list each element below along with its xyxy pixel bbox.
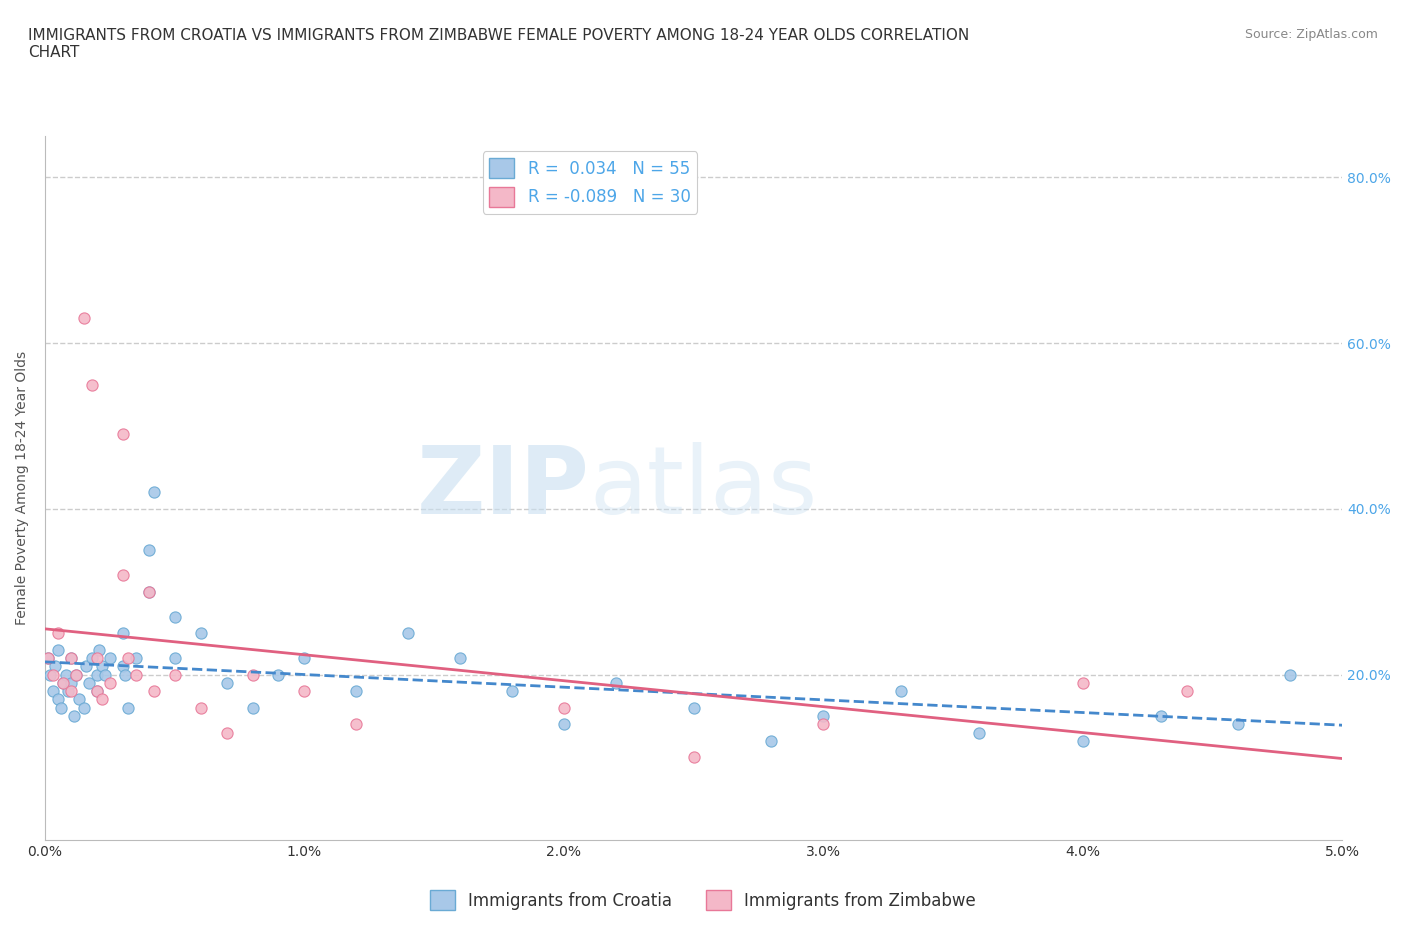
Point: [59, 651, 82, 666]
Point: [553, 700, 575, 715]
Text: atlas: atlas: [591, 442, 818, 534]
Point: [46, 626, 69, 641]
Point: [42, 667, 65, 682]
Point: [86, 667, 108, 682]
Point: [80, 651, 103, 666]
Point: [67, 692, 90, 707]
Point: [59, 684, 82, 698]
Point: [98, 675, 121, 690]
Point: [91, 692, 114, 707]
Point: [242, 700, 264, 715]
Point: [163, 651, 186, 666]
Point: [682, 700, 704, 715]
Point: [138, 584, 160, 599]
Point: [65, 667, 87, 682]
Point: [138, 543, 160, 558]
Legend: R =  0.034   N = 55, R = -0.089   N = 30: R = 0.034 N = 55, R = -0.089 N = 30: [482, 152, 697, 214]
Point: [37, 651, 59, 666]
Y-axis label: Female Poverty Among 18-24 Year Olds: Female Poverty Among 18-24 Year Olds: [15, 351, 30, 625]
Point: [163, 609, 186, 624]
Point: [215, 725, 238, 740]
Point: [86, 684, 108, 698]
Point: [42, 684, 65, 698]
Point: [65, 667, 87, 682]
Point: [93, 667, 115, 682]
Point: [46, 692, 69, 707]
Point: [163, 667, 186, 682]
Point: [605, 675, 627, 690]
Point: [813, 717, 835, 732]
Point: [58, 684, 80, 698]
Point: [111, 626, 134, 641]
Legend: Immigrants from Croatia, Immigrants from Zimbabwe: Immigrants from Croatia, Immigrants from…: [423, 884, 983, 917]
Point: [967, 725, 990, 740]
Point: [1227, 717, 1250, 732]
Point: [344, 684, 367, 698]
Point: [62, 709, 84, 724]
Point: [111, 427, 134, 442]
Point: [1071, 675, 1094, 690]
Point: [37, 651, 59, 666]
Point: [91, 658, 114, 673]
Point: [501, 684, 523, 698]
Point: [142, 485, 165, 499]
Point: [138, 584, 160, 599]
Text: Source: ZipAtlas.com: Source: ZipAtlas.com: [1244, 28, 1378, 41]
Point: [117, 651, 139, 666]
Point: [215, 675, 238, 690]
Point: [682, 750, 704, 764]
Point: [77, 675, 100, 690]
Point: [86, 651, 108, 666]
Point: [39, 667, 62, 682]
Point: [98, 651, 121, 666]
Point: [1279, 667, 1302, 682]
Point: [190, 626, 212, 641]
Point: [142, 684, 165, 698]
Point: [52, 675, 75, 690]
Point: [46, 643, 69, 658]
Point: [52, 675, 75, 690]
Text: IMMIGRANTS FROM CROATIA VS IMMIGRANTS FROM ZIMBABWE FEMALE POVERTY AMONG 18-24 Y: IMMIGRANTS FROM CROATIA VS IMMIGRANTS FR…: [28, 28, 969, 60]
Point: [55, 667, 77, 682]
Point: [1175, 684, 1198, 698]
Text: ZIP: ZIP: [418, 442, 591, 534]
Point: [1071, 734, 1094, 749]
Point: [553, 717, 575, 732]
Point: [761, 734, 783, 749]
Point: [59, 651, 82, 666]
Point: [114, 667, 136, 682]
Point: [396, 626, 419, 641]
Point: [89, 643, 111, 658]
Point: [267, 667, 290, 682]
Point: [59, 675, 82, 690]
Point: [449, 651, 471, 666]
Point: [73, 700, 96, 715]
Point: [86, 684, 108, 698]
Point: [80, 377, 103, 392]
Point: [73, 311, 96, 325]
Point: [111, 567, 134, 582]
Point: [125, 651, 148, 666]
Point: [125, 667, 148, 682]
Point: [344, 717, 367, 732]
Point: [190, 700, 212, 715]
Point: [294, 651, 316, 666]
Point: [44, 658, 66, 673]
Point: [1149, 709, 1171, 724]
Point: [294, 684, 316, 698]
Point: [76, 658, 98, 673]
Point: [111, 658, 134, 673]
Point: [890, 684, 912, 698]
Point: [242, 667, 264, 682]
Point: [49, 700, 72, 715]
Point: [813, 709, 835, 724]
Point: [117, 700, 139, 715]
